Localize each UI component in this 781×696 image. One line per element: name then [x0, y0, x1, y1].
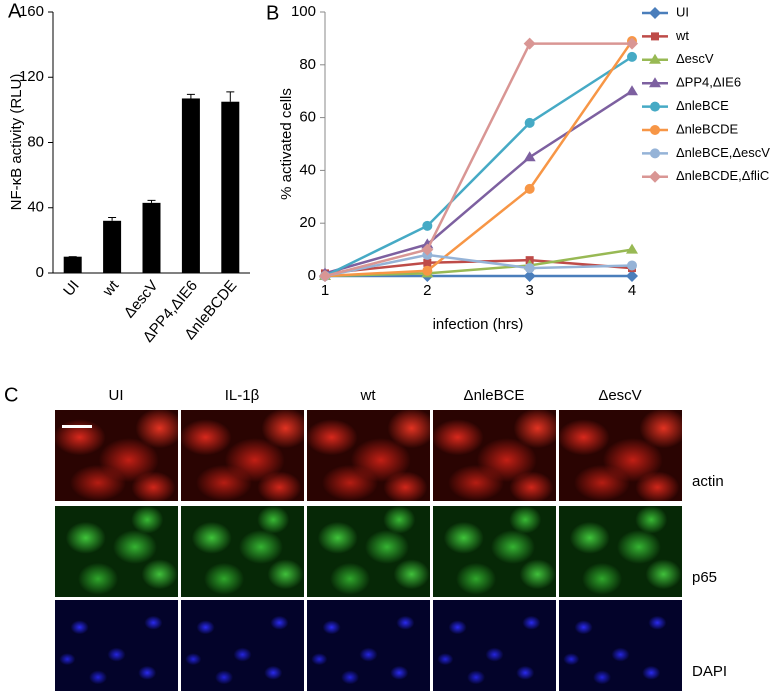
y-tick-label: 0: [36, 264, 44, 281]
row-label: actin: [692, 473, 724, 490]
micrograph: [181, 600, 304, 691]
marker: [421, 243, 434, 256]
error-bar: [108, 217, 117, 221]
panel-label: A: [8, 0, 22, 22]
y-tick-label: 60: [299, 109, 316, 126]
marker: [524, 263, 535, 274]
micrograph: [559, 506, 682, 597]
y-axis-label: % activated cells: [278, 88, 295, 200]
y-tick-label: 40: [299, 161, 316, 178]
y-tick-label: 0: [308, 267, 316, 284]
marker: [626, 37, 638, 50]
series-line: [324, 40, 634, 278]
legend-label: ΔnleBCDE,ΔfliC: [676, 168, 769, 183]
y-tick-label: 80: [299, 56, 316, 73]
micrograph: [55, 506, 178, 597]
marker: [422, 220, 433, 231]
micrograph: [307, 600, 430, 691]
y-tick-label: 160: [19, 3, 44, 20]
series-line: [324, 90, 633, 275]
y-tick-label: 100: [291, 3, 316, 20]
legend-marker: [649, 7, 661, 19]
micrograph: [559, 600, 682, 691]
x-axis-label: infection (hrs): [433, 316, 524, 333]
series-line: [324, 248, 633, 278]
marker: [523, 270, 536, 282]
micrograph: [55, 410, 178, 501]
y-tick-label: 80: [27, 133, 44, 150]
micrograph: [307, 410, 430, 501]
legend-marker: [651, 32, 659, 41]
x-tick-label: wt: [99, 277, 123, 301]
micrograph: [433, 410, 556, 501]
legend-label: wt: [675, 28, 689, 43]
marker: [627, 260, 637, 271]
bar: [142, 202, 161, 273]
error-bar: [226, 91, 235, 102]
micrograph: [307, 506, 430, 597]
panel-label: B: [266, 2, 279, 24]
column-label: IL-1β: [225, 387, 260, 404]
marker: [523, 37, 536, 50]
y-axis-label: NF-κB activity (RLU): [8, 74, 25, 211]
y-tick-label: 120: [19, 68, 44, 85]
marker: [626, 85, 638, 96]
column-label: wt: [360, 387, 377, 404]
panel-label: C: [4, 384, 18, 406]
bar: [63, 256, 82, 273]
micrograph: [433, 506, 556, 597]
scale-bar: [62, 425, 92, 428]
legend-label: ΔnleBCE,ΔescV: [676, 145, 770, 160]
legend-label: ΔescV: [676, 51, 714, 66]
column-label: ΔescV: [598, 387, 641, 404]
micrograph: [559, 410, 682, 501]
legend-marker: [650, 125, 660, 135]
bar: [181, 98, 200, 273]
error-bar: [186, 93, 195, 99]
legend-marker: [649, 170, 661, 183]
y-tick-label: 20: [299, 214, 316, 231]
bar: [221, 101, 240, 273]
micrograph: [433, 600, 556, 691]
legend-marker: [650, 101, 660, 112]
marker: [523, 151, 536, 162]
micrograph: [181, 410, 304, 501]
x-tick-label: 1: [321, 282, 329, 299]
legend-label: UI: [676, 4, 689, 19]
legend-label: ΔPP4,ΔIE6: [676, 75, 741, 90]
series-line: [324, 253, 633, 278]
row-label: p65: [692, 569, 717, 586]
marker: [319, 270, 331, 282]
y-tick-label: 40: [27, 199, 44, 216]
marker: [423, 258, 432, 267]
micrograph: [55, 600, 178, 691]
x-tick-label: 2: [423, 282, 431, 299]
x-tick-label: 3: [525, 282, 533, 299]
marker: [422, 265, 433, 276]
marker: [626, 270, 638, 282]
series-line: [324, 42, 632, 278]
bar: [103, 220, 122, 273]
column-label: UI: [109, 387, 124, 404]
marker: [626, 243, 638, 254]
legend-marker: [649, 77, 661, 88]
x-tick-label: UI: [60, 277, 83, 299]
x-tick-label: 4: [628, 282, 636, 299]
micrograph: [181, 506, 304, 597]
series-line: [324, 55, 633, 278]
error-bar: [147, 199, 156, 203]
marker: [524, 117, 535, 128]
legend-label: ΔnleBCE: [676, 98, 729, 113]
row-label: DAPI: [692, 663, 727, 680]
legend-marker: [650, 148, 660, 159]
marker: [627, 51, 637, 62]
legend-marker: [649, 53, 661, 64]
marker: [524, 183, 535, 194]
column-label: ΔnleBCE: [464, 387, 525, 404]
legend-label: ΔnleBCDE: [676, 121, 738, 136]
